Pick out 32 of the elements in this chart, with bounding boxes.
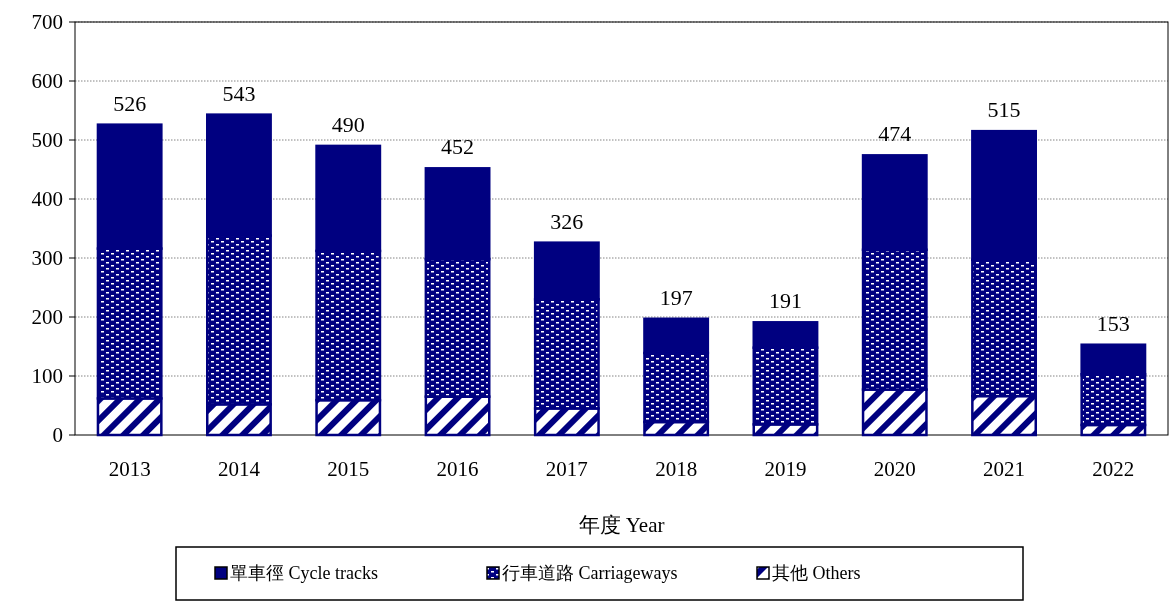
y-tick-label: 400 xyxy=(31,187,63,211)
total-label: 515 xyxy=(987,97,1021,123)
total-label: 197 xyxy=(659,284,693,310)
x-tick-label: 2020 xyxy=(873,457,916,481)
legend-label: 單車徑 Cycle tracks xyxy=(230,563,378,583)
y-tick-label: 700 xyxy=(31,10,63,34)
y-tick-label: 200 xyxy=(31,305,63,329)
total-label: 191 xyxy=(768,288,802,314)
y-tick-label: 500 xyxy=(31,128,63,152)
x-tick-label: 2015 xyxy=(327,457,370,481)
x-tick-label: 2013 xyxy=(108,457,151,481)
legend-label: 行車道路 Carriageways xyxy=(502,563,678,583)
y-tick-label: 100 xyxy=(31,364,63,388)
total-label: 452 xyxy=(441,134,475,160)
y-tick-label: 600 xyxy=(31,69,63,93)
x-tick-label: 2014 xyxy=(217,457,261,481)
total-label: 490 xyxy=(331,111,365,137)
total-label: 153 xyxy=(1096,310,1130,336)
y-tick-label: 0 xyxy=(52,423,63,447)
total-label: 326 xyxy=(550,208,584,234)
total-label: 543 xyxy=(222,80,256,106)
x-tick-label: 2016 xyxy=(436,457,479,481)
x-tick-label: 2019 xyxy=(764,457,807,481)
x-tick-label: 2021 xyxy=(983,457,1026,481)
total-label: 474 xyxy=(878,121,912,147)
y-tick-label: 300 xyxy=(31,246,63,270)
legend-label: 其他 Others xyxy=(772,563,861,583)
x-tick-label: 2022 xyxy=(1092,457,1135,481)
total-label: 526 xyxy=(113,90,147,116)
x-tick-label: 2017 xyxy=(545,457,588,481)
x-tick-label: 2018 xyxy=(655,457,698,481)
x-axis-title: 年度 Year xyxy=(578,513,665,537)
